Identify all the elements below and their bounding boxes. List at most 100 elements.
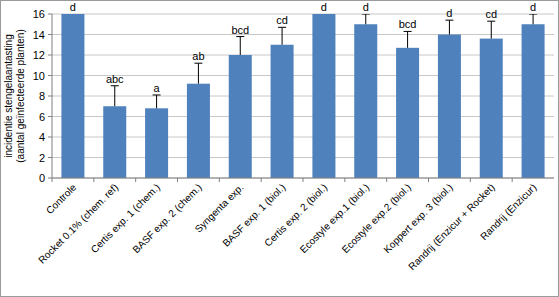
category-tick <box>261 178 262 182</box>
error-line <box>114 86 115 107</box>
annotation: d <box>363 1 369 13</box>
category-tick <box>386 178 387 182</box>
tick-mark <box>48 34 52 35</box>
category-label: BASF exp. 2 (chem.) <box>130 182 203 255</box>
bar <box>187 84 210 178</box>
tick-mark <box>48 116 52 117</box>
bar <box>522 24 545 178</box>
category-label: Certis exp. 1 (chem.) <box>89 182 162 255</box>
error-bar <box>153 95 161 108</box>
category-tick <box>303 178 304 182</box>
annotation: d <box>530 1 536 13</box>
error-cap <box>529 14 537 15</box>
error-cap <box>445 20 453 21</box>
bar <box>145 108 168 178</box>
tick-label: 4 <box>39 131 45 143</box>
category-tick <box>219 178 220 182</box>
annotation: cd <box>276 14 288 26</box>
tick-mark <box>48 96 52 97</box>
grid-line <box>52 14 554 15</box>
tick-mark <box>48 157 52 158</box>
category-tick <box>470 178 471 182</box>
error-bar <box>278 27 286 44</box>
tick-mark <box>48 178 52 179</box>
tick-label: 10 <box>33 70 45 82</box>
error-cap <box>278 27 286 28</box>
tick-mark <box>48 55 52 56</box>
category-label: Controle <box>44 181 79 216</box>
error-bar <box>487 21 495 38</box>
tick-label: 12 <box>33 49 45 61</box>
category-tick <box>177 178 178 182</box>
tick-mark <box>48 14 52 15</box>
grid-line <box>52 157 554 158</box>
annotation: ab <box>192 50 204 62</box>
axis-label: incidentie stengelaantasting <box>3 34 14 157</box>
error-line <box>533 14 534 24</box>
tick-mark <box>48 75 52 76</box>
error-line <box>240 37 241 55</box>
tick-mark <box>48 137 52 138</box>
error-bar <box>194 63 202 83</box>
bar <box>103 106 126 178</box>
error-bar <box>445 20 453 34</box>
error-line <box>407 31 408 47</box>
error-cap <box>236 36 244 37</box>
annotation: cd <box>485 8 497 20</box>
error-line <box>491 21 492 38</box>
category-tick <box>512 178 513 182</box>
annotation: abc <box>106 73 124 85</box>
grid-line <box>52 34 554 35</box>
chart-container: 0 2 4 6 8 10 12 14 16 incidentie stengelaantastin… <box>0 0 559 297</box>
error-bar <box>111 86 119 107</box>
error-cap <box>153 94 161 95</box>
category-label: Ecostyle exp.2 (biol.) <box>340 182 413 255</box>
category-tick <box>93 178 94 182</box>
annotation: a <box>154 82 161 94</box>
category-label: Randrij (Enzicur) <box>478 182 538 242</box>
tick-label: 14 <box>33 29 45 41</box>
error-cap <box>404 31 412 32</box>
bar <box>438 35 461 179</box>
frame <box>1 1 559 297</box>
annotation: bcd <box>231 24 249 36</box>
annotation: d <box>70 1 76 13</box>
category-label: Rocket 0.1% (chem. ref) <box>36 182 120 266</box>
bar <box>271 45 294 178</box>
error-bar <box>404 31 412 47</box>
error-line <box>156 95 157 108</box>
error-cap <box>111 85 119 86</box>
category-tick <box>344 178 345 182</box>
y-axis <box>52 14 53 178</box>
category-tick <box>428 178 429 182</box>
tick-label: 2 <box>39 152 45 164</box>
error-bar <box>362 14 370 24</box>
grid-line <box>52 137 554 138</box>
tick-label: 6 <box>39 111 45 123</box>
bar <box>312 14 335 178</box>
category-label: Randrij (Enzicur + Rocket) <box>406 182 496 272</box>
bar <box>480 39 503 178</box>
grid-line <box>52 96 554 97</box>
error-bar <box>529 14 537 24</box>
bar <box>229 55 252 178</box>
tick-label: 0 <box>39 172 45 184</box>
annotation: d <box>446 7 452 19</box>
tick-label: 8 <box>39 90 45 102</box>
error-bar <box>236 37 244 55</box>
axis-label: (aantal geïnfecteerde planten) <box>15 29 26 162</box>
grid-line <box>52 55 554 56</box>
grid-line <box>52 75 554 76</box>
error-line <box>198 63 199 83</box>
chart: 0 2 4 6 8 10 12 14 16 incidentie stengelaantastin… <box>0 0 559 297</box>
bars <box>61 14 544 178</box>
annotation: bcd <box>399 18 417 30</box>
bar <box>396 48 419 178</box>
annotation: d <box>321 1 327 13</box>
error-line <box>282 27 283 44</box>
tick-label: 16 <box>33 8 45 20</box>
error-line <box>365 14 366 24</box>
bar <box>61 14 84 178</box>
error-cap <box>487 21 495 22</box>
category-label: Ecostyle exp.1 (biol.) <box>298 182 371 255</box>
